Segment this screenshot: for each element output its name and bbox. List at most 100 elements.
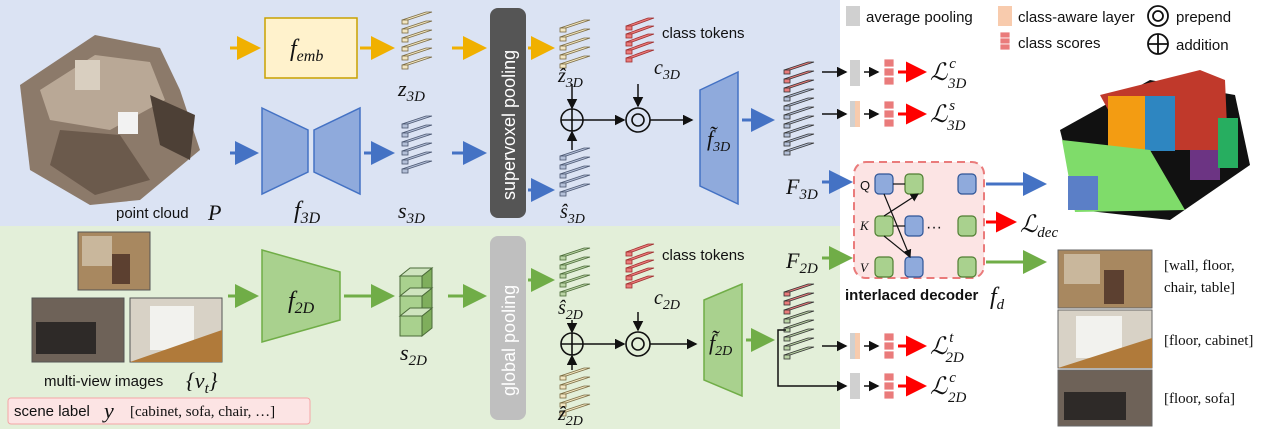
point-cloud-image <box>20 35 200 205</box>
F2d-label: F2D <box>785 248 818 277</box>
class-score-cell <box>883 67 895 77</box>
F3d-output-stack <box>783 61 815 156</box>
ftilde2d-label: f̃2D <box>709 330 732 359</box>
multi-view-image-1 <box>77 231 151 291</box>
feature-tile-side <box>401 159 409 165</box>
feature-tile-side <box>559 54 567 60</box>
output-image-2 <box>1057 309 1153 369</box>
z3d-feature-stack <box>401 11 433 70</box>
class-score-cell <box>883 372 895 382</box>
feature-tile-side <box>783 114 791 120</box>
class-score-cell <box>883 118 895 128</box>
feature-tile-side <box>783 354 791 360</box>
scene-label-symbol: y <box>102 398 114 423</box>
ftilde2d-block <box>703 282 743 398</box>
feature-tile-side <box>783 318 791 324</box>
scene-label-box <box>7 397 311 425</box>
feature-tile-side <box>625 283 633 289</box>
feature-tile-side <box>559 375 567 381</box>
class-score-cell <box>883 58 895 68</box>
decoder-label: interlaced decoder <box>845 287 979 304</box>
output-label-1a: [wall, floor, <box>1164 258 1235 274</box>
decoder-v-label: V <box>860 260 870 275</box>
mid-node-bottom <box>904 256 924 278</box>
s3d-feature-stack <box>401 115 433 174</box>
feature-tile-side <box>783 300 791 306</box>
feature-tile-side <box>559 45 567 51</box>
output-image-1 <box>1057 249 1153 309</box>
feature-tile-side <box>783 291 791 297</box>
global-pooling-label: global pooling <box>499 285 519 396</box>
feature-tile-side <box>783 105 791 111</box>
feature-tile-side <box>401 55 409 61</box>
decoder-dots: ··· <box>926 219 942 236</box>
output-image-3 <box>1057 369 1153 427</box>
feature-tile-side <box>559 291 567 297</box>
feature-tile-side <box>559 264 567 270</box>
class-tokens-label-3d: class tokens <box>662 25 745 42</box>
global-pooling-bar <box>490 236 526 420</box>
point-cloud-symbol: P <box>207 200 221 225</box>
s2d-label: s2D <box>400 340 427 369</box>
point-cloud-label: point cloud <box>116 205 189 222</box>
zhat2d-feature-stack <box>559 367 591 417</box>
F3d-label: F3D <box>785 174 818 203</box>
feature-tile-side <box>401 46 409 52</box>
shat2d-label: ŝ2D <box>558 297 583 323</box>
feature-tile-side <box>783 132 791 138</box>
feature-tile-side <box>401 64 409 70</box>
feature-tile-side <box>559 273 567 279</box>
f2d-label: f2D <box>288 288 315 317</box>
f-emb-label: femb <box>290 36 323 65</box>
feature-tile-side <box>559 282 567 288</box>
feature-tile-side <box>401 123 409 129</box>
feature-tile-side <box>559 155 567 161</box>
end-node-middle <box>957 215 977 237</box>
loss-dec: ℒdec <box>1020 212 1058 241</box>
feature-tile-side <box>783 141 791 147</box>
legend-addition: addition <box>1176 37 1229 54</box>
feature-tile-side <box>625 251 633 257</box>
feature-tile-side <box>783 309 791 315</box>
f3d-encoder <box>261 106 309 196</box>
c2d-label: c2D <box>654 287 680 313</box>
class-score-cell <box>883 341 895 351</box>
class-score-cell <box>883 390 895 400</box>
f3d-label: f3D <box>294 198 321 227</box>
output-label-1b: chair, table] <box>1164 280 1235 296</box>
decoder-q-label: Q <box>860 178 870 193</box>
supervoxel-pooling-label: supervoxel pooling <box>499 50 519 200</box>
scene-label-text: scene label <box>14 403 90 420</box>
feature-tile-side <box>401 37 409 43</box>
feature-tile-side <box>401 19 409 25</box>
feature-tile-side <box>559 36 567 42</box>
feature-tile-side <box>625 57 633 63</box>
legend-prepend: prepend <box>1176 9 1231 26</box>
class-score-cell <box>883 332 895 342</box>
avg-pool-2d <box>850 373 860 399</box>
segmented-point-cloud <box>1060 70 1250 220</box>
feature-tile-side <box>559 182 567 188</box>
feature-tile-side <box>559 164 567 170</box>
mid-node-middle <box>904 215 924 237</box>
ftilde3d-block <box>699 70 739 206</box>
feature-tile-side <box>783 69 791 75</box>
c2d-class-tokens <box>625 243 655 289</box>
end-node-bottom <box>957 256 977 278</box>
feature-tile-side <box>559 191 567 197</box>
f-emb-box <box>264 17 358 79</box>
feature-tile-side <box>401 141 409 147</box>
class-scores-s3d <box>883 100 895 128</box>
class-aware-swatch <box>998 6 1012 26</box>
multi-view-label: multi-view images <box>44 373 163 390</box>
multi-view-symbol: {vt} <box>186 368 218 397</box>
shat3d-label: ŝ3D <box>560 201 585 227</box>
feature-tile-side <box>625 267 633 273</box>
f3d-decoder <box>313 106 361 196</box>
cube-front <box>399 315 423 337</box>
feature-tile-side <box>559 63 567 69</box>
